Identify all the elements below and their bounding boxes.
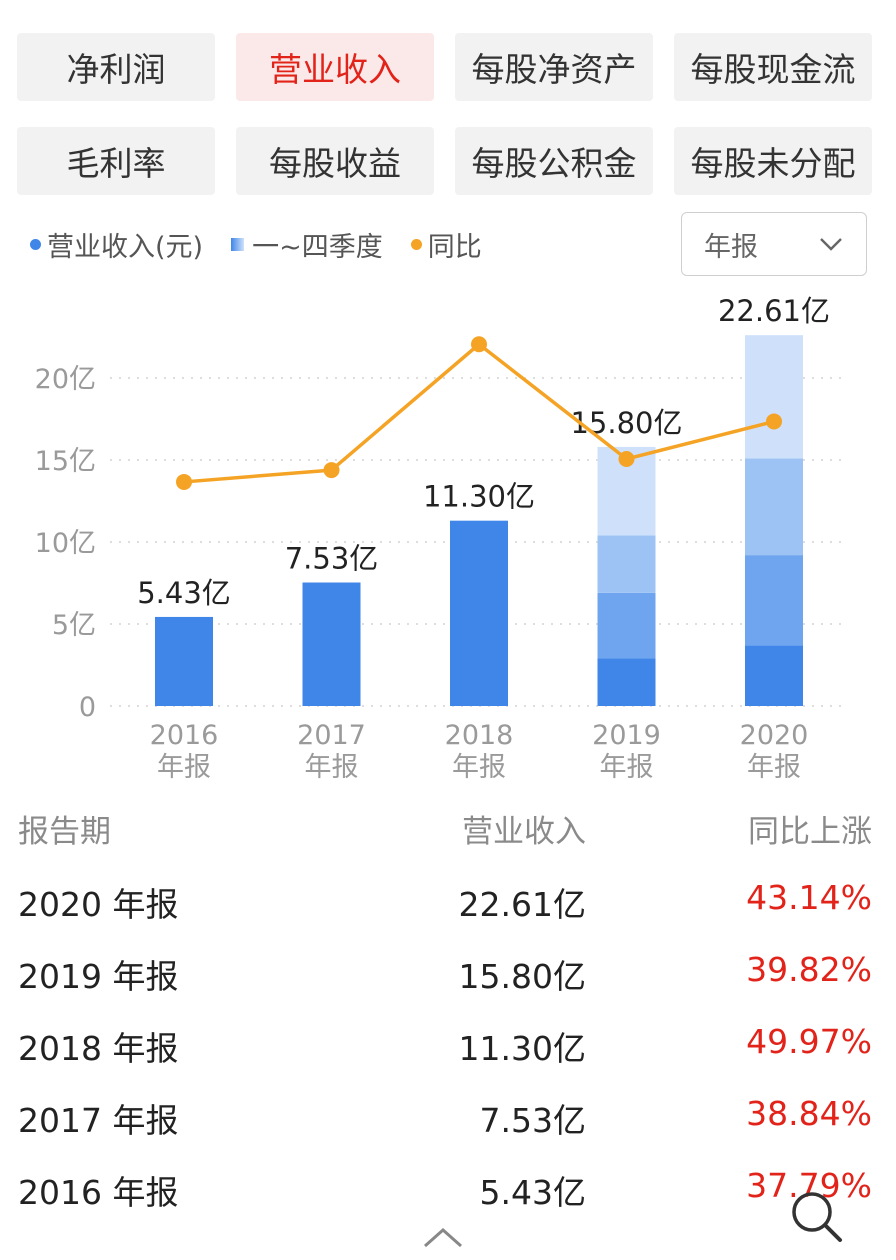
bar: [155, 616, 213, 706]
yoy-point: [176, 473, 192, 490]
tab-undistributed-per-share[interactable]: 每股未分配: [674, 127, 872, 195]
bar-quarter-segment: [597, 592, 656, 659]
row-revenue: 7.53亿: [479, 1101, 586, 1140]
tab-cashflow-per-share[interactable]: 每股现金流: [674, 33, 872, 101]
legend-label-quarters: 一~四季度: [252, 231, 383, 263]
report-type-select[interactable]: 年报: [681, 212, 867, 276]
legend-label-revenue: 营业收入(元): [47, 231, 204, 263]
row-revenue: 22.61亿: [458, 885, 586, 924]
y-tick-label: 20亿: [35, 364, 96, 395]
bar-quarter-segment: [597, 658, 656, 706]
row-revenue: 5.43亿: [479, 1173, 586, 1212]
header-revenue: 营业收入: [462, 814, 586, 850]
bar: [450, 520, 508, 706]
header-yoy: 同比上涨: [748, 814, 872, 850]
legend-item-revenue[interactable]: 营业收入(元): [30, 225, 203, 264]
row-yoy: 39.82%: [746, 950, 872, 989]
y-tick-label: 10亿: [35, 528, 96, 559]
y-tick-label: 15亿: [35, 446, 96, 477]
row-revenue: 11.30亿: [458, 1029, 586, 1068]
legend-item-quarters[interactable]: 一~四季度: [231, 225, 383, 264]
bar-quarter-segment: [745, 458, 803, 556]
bar-quarter-segment: [597, 535, 656, 593]
x-tick-label: 2020: [740, 720, 809, 751]
bar: [302, 582, 361, 706]
row-yoy: 38.84%: [746, 1094, 872, 1133]
chevron-down-icon: [818, 231, 844, 264]
tab-reserve-per-share[interactable]: 每股公积金: [455, 127, 653, 195]
x-tick-label: 年报: [747, 752, 801, 783]
y-tick-label: 5亿: [52, 610, 96, 641]
x-tick-label: 2018: [445, 720, 514, 751]
bar-value-label: 7.53亿: [285, 542, 379, 576]
report-type-value: 年报: [704, 231, 758, 263]
bar-value-label: 11.30亿: [423, 480, 535, 514]
y-tick-label: 0: [79, 692, 96, 723]
tab-net-profit[interactable]: 净利润: [17, 33, 215, 101]
legend-dot-icon: [30, 238, 41, 250]
bar-quarter-segment: [745, 645, 803, 706]
bar-quarter-segment: [745, 555, 803, 646]
bar-value-label: 15.80亿: [570, 406, 682, 440]
row-revenue: 15.80亿: [458, 957, 586, 996]
legend-label-yoy: 同比: [427, 231, 482, 263]
yoy-point: [766, 413, 782, 430]
tab-eps[interactable]: 每股收益: [236, 127, 434, 195]
row-yoy: 49.97%: [746, 1022, 872, 1061]
legend-gradient-icon: [231, 237, 245, 251]
table-row[interactable]: 2016 年报 5.43亿 37.79%: [0, 1166, 896, 1212]
search-icon[interactable]: [786, 1186, 846, 1250]
x-tick-label: 年报: [452, 752, 506, 783]
yoy-point: [323, 462, 340, 479]
x-tick-label: 年报: [600, 752, 654, 783]
row-period: 2016 年报: [18, 1173, 179, 1212]
row-period: 2017 年报: [18, 1101, 179, 1140]
table-row[interactable]: 2019 年报 15.80亿 39.82%: [0, 950, 896, 996]
legend-item-yoy[interactable]: 同比: [410, 225, 482, 264]
header-period: 报告期: [18, 814, 111, 850]
x-tick-label: 年报: [305, 752, 359, 783]
yoy-line: [183, 342, 775, 484]
tab-revenue[interactable]: 营业收入: [236, 33, 434, 101]
row-yoy: 43.14%: [746, 878, 872, 917]
yoy-point: [471, 336, 487, 353]
row-period: 2018 年报: [18, 1029, 179, 1068]
row-yoy: 37.79%: [746, 1166, 872, 1205]
row-period: 2020 年报: [18, 885, 179, 924]
x-tick-label: 2019: [592, 720, 661, 751]
x-tick-label: 2016: [150, 720, 219, 751]
yoy-point: [618, 450, 635, 467]
x-tick-label: 2017: [297, 720, 366, 751]
bar-quarter-segment: [745, 335, 803, 459]
revenue-chart: 05亿10亿15亿20亿5.43亿2016年报7.53亿2017年报11.30亿…: [35, 294, 846, 783]
bar-value-label: 5.43亿: [137, 576, 231, 610]
table-row[interactable]: 2020 年报 22.61亿 43.14%: [0, 878, 896, 924]
tab-nav-per-share[interactable]: 每股净资产: [455, 33, 653, 101]
table-row[interactable]: 2018 年报 11.30亿 49.97%: [0, 1022, 896, 1068]
row-period: 2019 年报: [18, 957, 179, 996]
chevron-up-icon[interactable]: [420, 1222, 466, 1256]
legend-dot-icon: [410, 238, 422, 250]
chart-legend: 营业收入(元) 一~四季度 同比: [30, 222, 510, 266]
tab-gross-margin[interactable]: 毛利率: [17, 127, 215, 195]
x-tick-label: 年报: [157, 752, 211, 783]
bar-value-label: 22.61亿: [718, 294, 830, 328]
table-row[interactable]: 2017 年报 7.53亿 38.84%: [0, 1094, 896, 1140]
table-header: 报告期 营业收入 同比上涨: [0, 806, 896, 850]
